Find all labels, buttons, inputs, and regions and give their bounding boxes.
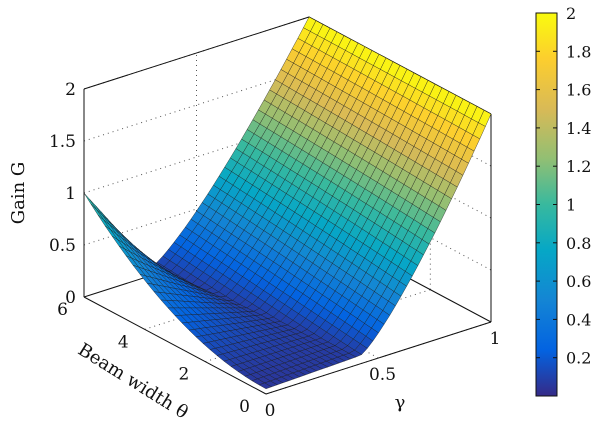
colorbar-tick-label: 0.4 — [566, 310, 591, 329]
box-edge — [83, 16, 310, 90]
theta-tick-label: 2 — [179, 365, 190, 385]
surface-plot — [83, 16, 492, 390]
surface-patch — [83, 192, 97, 210]
colorbar-tick-label: 0.6 — [566, 272, 591, 291]
z-tick-label: 2 — [65, 80, 76, 100]
surface-patch — [258, 382, 273, 390]
colorbar-tick-label: 2 — [566, 4, 576, 23]
colorbar-tick-label: 0.8 — [566, 234, 591, 253]
axis-line-theta — [83, 296, 267, 395]
z-tick-label: 1 — [65, 184, 76, 204]
theta-tick-label: 6 — [57, 300, 68, 320]
z-tick-label: 0 — [65, 288, 76, 308]
colorbar-tick-label: 1.4 — [566, 119, 591, 138]
gamma-tick-label: 0.5 — [369, 365, 396, 385]
x-axis-label: Beam width θ — [74, 339, 192, 423]
colorbar: 0.2 0.4 0.6 0.8 1 1.2 1.4 1.6 1.8 2 — [535, 4, 591, 397]
z-tick-label: 1.5 — [49, 132, 76, 152]
z-tick-label: 0.5 — [49, 236, 76, 256]
z-axis-label: Gain G — [8, 162, 29, 225]
gamma-tick-label: 1 — [490, 329, 501, 349]
axis-line-gamma — [265, 321, 492, 395]
theta-tick-label: 4 — [118, 332, 129, 352]
colorbar-tick-label: 1.2 — [566, 157, 591, 176]
colorbar-tick-label: 1.6 — [566, 81, 591, 100]
surface-patch — [90, 204, 104, 220]
y-axis-label: γ — [395, 392, 406, 413]
colorbar-ticks: 0.2 0.4 0.6 0.8 1 1.2 1.4 1.6 1.8 2 — [536, 4, 591, 368]
gamma-tick-label: 0 — [265, 401, 276, 421]
colorbar-tick-label: 1.8 — [566, 42, 591, 61]
colorbar-tick-label: 0.2 — [566, 349, 591, 368]
colorbar-tick-label: 1 — [566, 196, 576, 215]
theta-tick-label: 0 — [239, 397, 250, 417]
